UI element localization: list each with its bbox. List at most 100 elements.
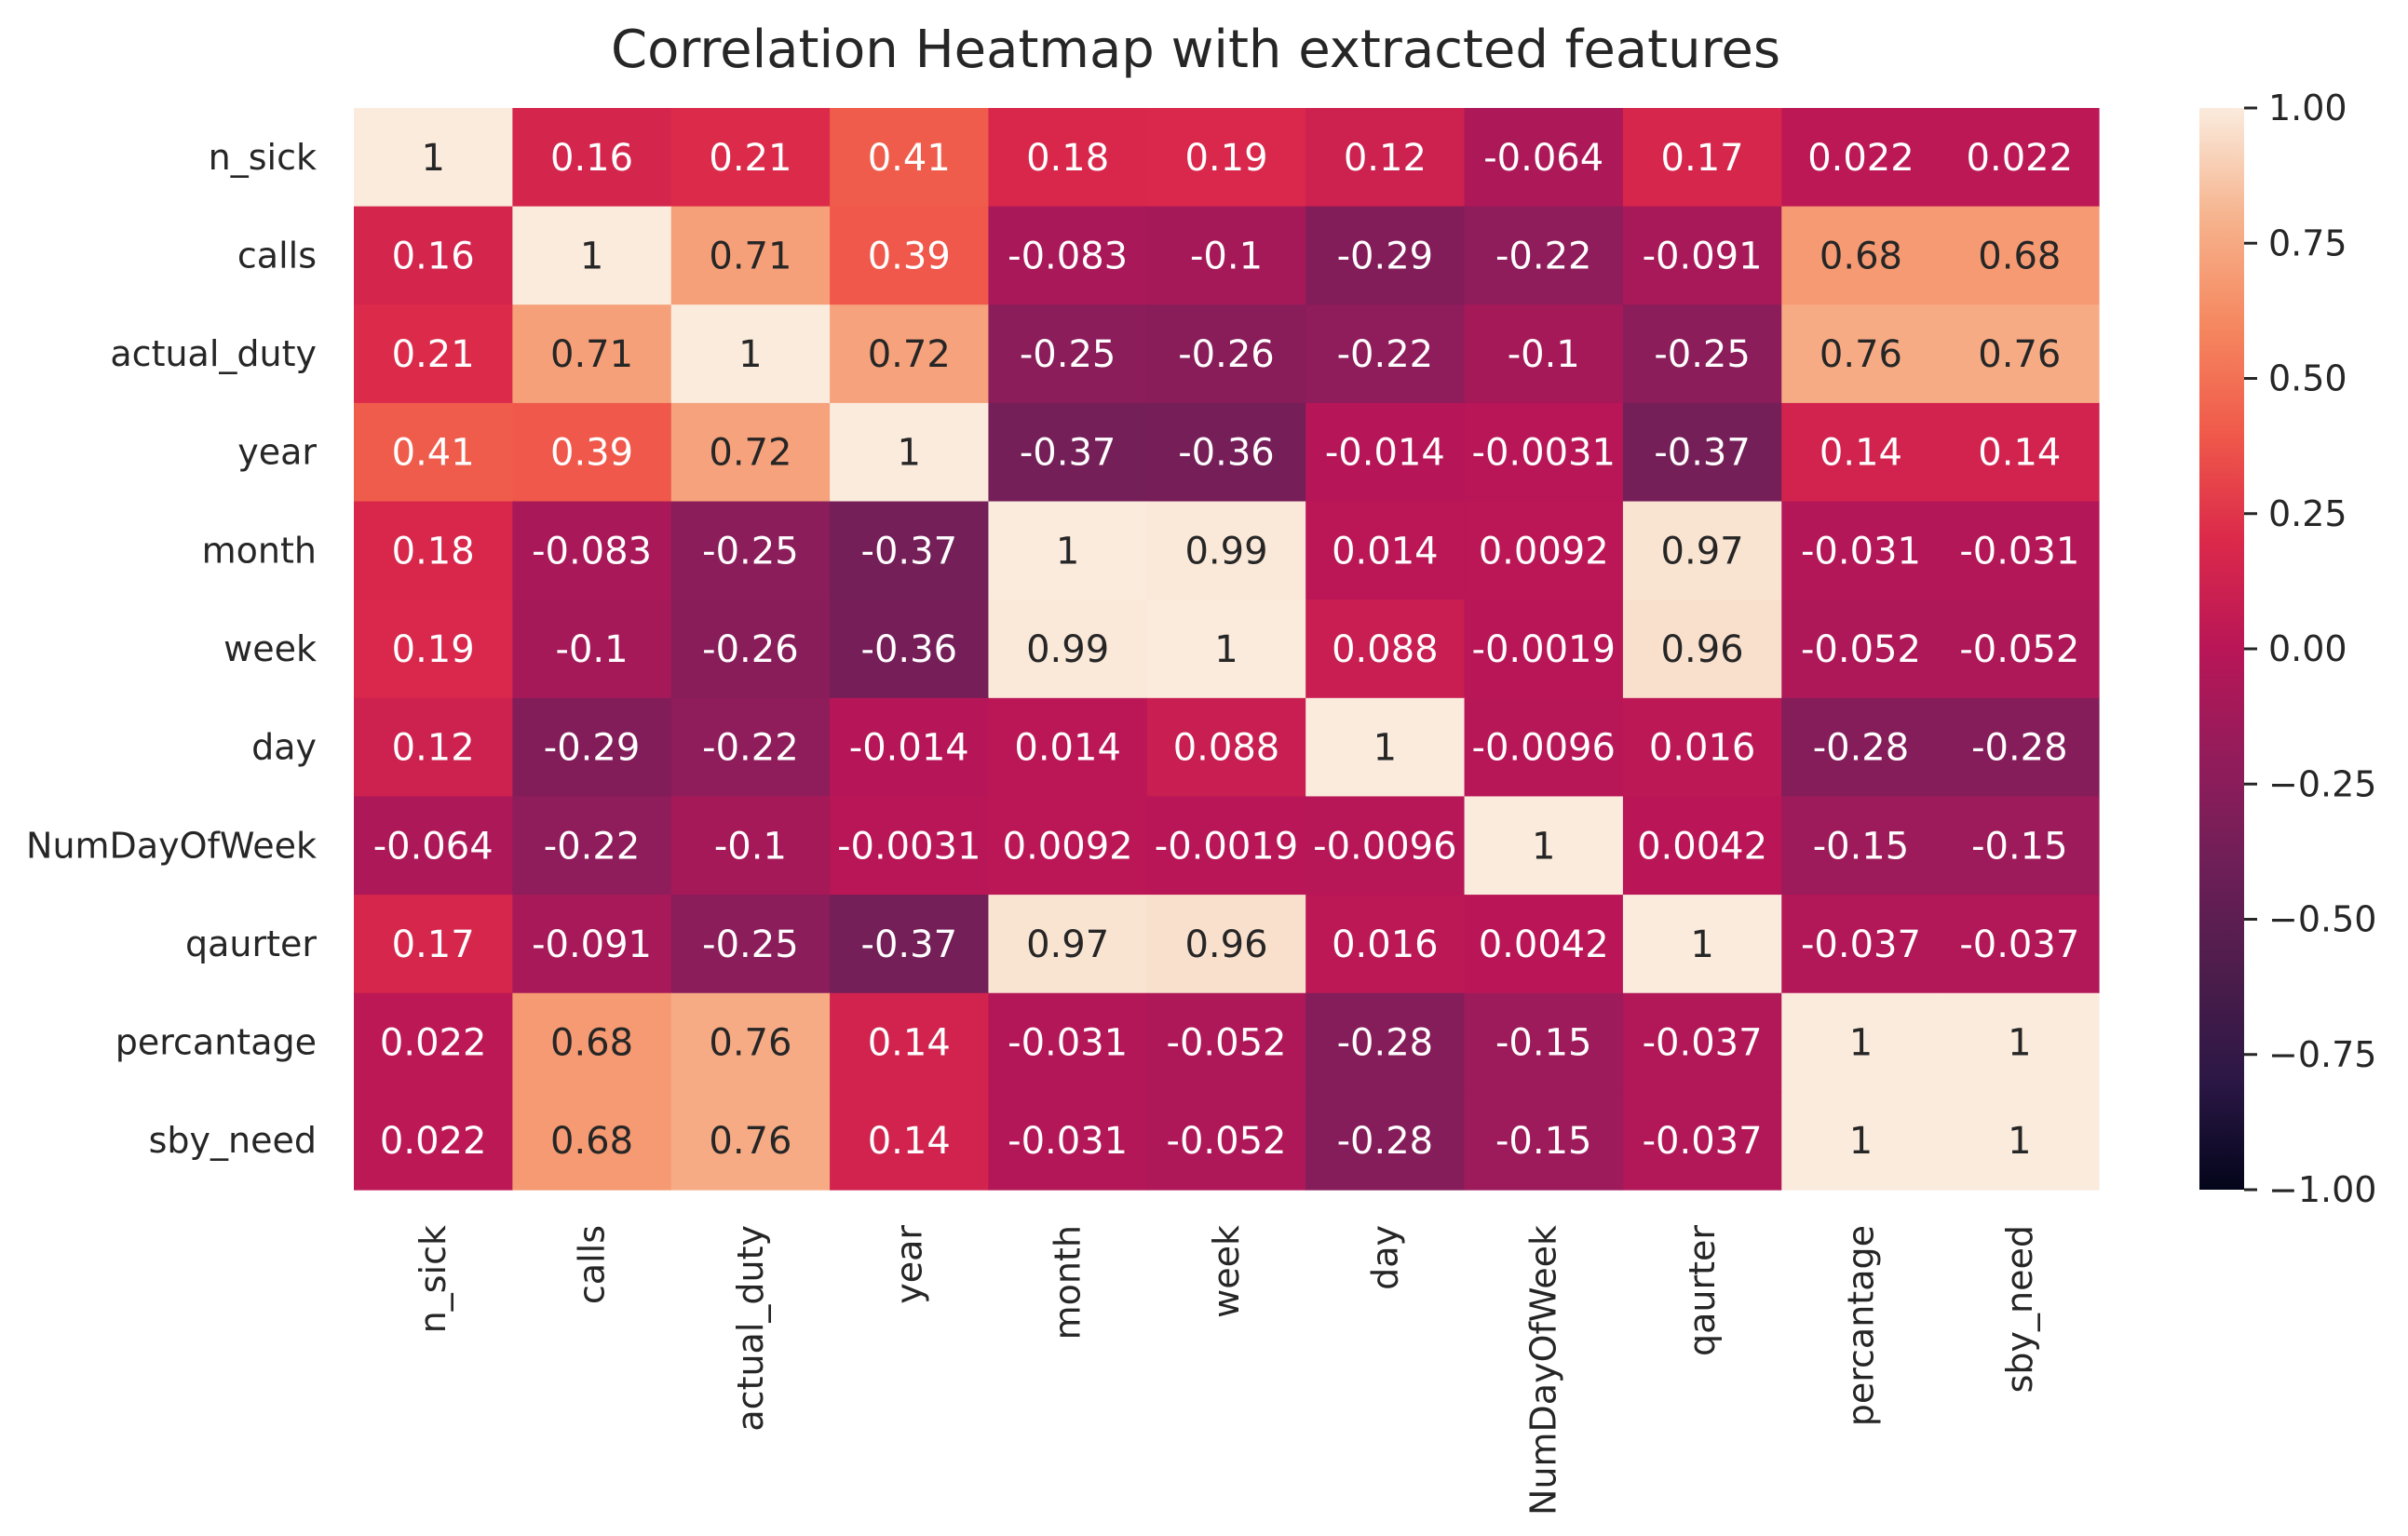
- heatmap-cell: [1464, 206, 1624, 305]
- cell-value-label: 0.97: [1661, 530, 1744, 573]
- cell-value-label: -0.0019: [1472, 628, 1616, 671]
- heatmap-cell: [1940, 600, 2100, 699]
- heatmap-cell: [1146, 304, 1306, 404]
- cell-value-label: 0.68: [550, 1022, 633, 1065]
- cell-value-label: 0.39: [550, 432, 633, 475]
- heatmap-cell: [830, 402, 990, 503]
- heatmap-cell: [1940, 402, 2100, 503]
- cell-value-label: -0.0031: [837, 825, 981, 868]
- cell-value-label: 1: [2008, 1120, 2031, 1163]
- cell-value-label: 1: [1532, 825, 1555, 868]
- cell-value-label: 0.76: [1978, 333, 2061, 376]
- cell-value-label: -0.037: [1801, 923, 1921, 966]
- heatmap-cell: [830, 895, 990, 994]
- heatmap-cell: [670, 108, 831, 208]
- heatmap-cell: [1464, 992, 1624, 1092]
- cell-value-label: 1: [898, 432, 921, 475]
- x-tick-label: year: [888, 1225, 929, 1304]
- cell-value-label: -0.28: [1971, 727, 2068, 770]
- heatmap-cell: [1146, 501, 1306, 600]
- cell-value-label: -0.1: [1508, 333, 1580, 376]
- cell-value-label: -0.28: [1337, 1022, 1434, 1065]
- cell-value-label: -0.15: [1495, 1120, 1592, 1163]
- cell-value-label: -0.15: [1495, 1022, 1592, 1065]
- cell-value-label: 0.14: [868, 1022, 951, 1065]
- heatmap-cell: [670, 895, 831, 994]
- heatmap-cell: [354, 1091, 513, 1191]
- cell-value-label: -0.0031: [1472, 432, 1616, 475]
- cell-value-label: 0.0042: [1479, 923, 1609, 966]
- cell-value-label: 0.96: [1184, 923, 1267, 966]
- cell-value-label: -0.091: [532, 923, 652, 966]
- heatmap-cell-labels: 1 0.16 0.21 0.41 0.18 0.19 0.12 -0.064 0.17 0.022…: [373, 137, 2080, 1163]
- cell-value-label: 0.21: [392, 333, 475, 376]
- cell-value-label: 0.16: [550, 137, 633, 180]
- heatmap-cell: [830, 1091, 990, 1191]
- heatmap-cell: [512, 600, 672, 699]
- heatmap-cell: [988, 796, 1148, 896]
- heatmap-cell: [1146, 108, 1306, 208]
- cell-value-label: 1: [1056, 530, 1079, 573]
- cell-value-label: -0.052: [1167, 1120, 1287, 1163]
- y-tick-label: NumDayOfWeek: [26, 825, 317, 866]
- heatmap-cell: [1940, 895, 2100, 994]
- cell-value-label: -0.28: [1337, 1120, 1434, 1163]
- cell-value-label: 0.022: [380, 1022, 487, 1065]
- heatmap-cell: [512, 108, 672, 208]
- heatmap-cell: [1622, 108, 1782, 208]
- colorbar-tick-label: −1.00: [2268, 1169, 2376, 1210]
- y-tick-label: day: [251, 727, 317, 768]
- x-tick-label: calls: [572, 1225, 613, 1304]
- cell-value-label: -0.0096: [1472, 727, 1616, 770]
- cell-value-label: -0.031: [1801, 530, 1921, 573]
- cell-value-label: -0.083: [532, 530, 652, 573]
- heatmap-cell: [1781, 895, 1941, 994]
- colorbar-tick-label: 1.00: [2268, 88, 2347, 128]
- heatmap-cell: [830, 600, 990, 699]
- heatmap-cell: [670, 697, 831, 798]
- heatmap-cell: [830, 206, 990, 305]
- heatmap-cell: [512, 1091, 672, 1191]
- heatmap-cell: [988, 600, 1148, 699]
- heatmap-cell: [354, 501, 513, 600]
- heatmap-cell: [1464, 600, 1624, 699]
- heatmap-cell: [354, 796, 513, 896]
- cell-value-label: 0.088: [1332, 628, 1439, 671]
- cell-value-label: 0.21: [709, 137, 791, 180]
- cell-value-label: 1: [1849, 1022, 1873, 1065]
- heatmap-cell: [512, 697, 672, 798]
- cell-value-label: 0.022: [1967, 137, 2074, 180]
- heatmap-cell: [1305, 304, 1466, 404]
- heatmap-cell: [988, 206, 1148, 305]
- cell-value-label: -0.0019: [1155, 825, 1298, 868]
- heatmap-cell: [1464, 697, 1624, 798]
- y-tick-label: month: [202, 530, 317, 571]
- cell-value-label: -0.052: [1801, 628, 1921, 671]
- cell-value-label: 0.17: [1661, 137, 1744, 180]
- heatmap-cell: [670, 402, 831, 503]
- heatmap-cell: [354, 697, 513, 798]
- cell-value-label: 0.76: [1820, 333, 1902, 376]
- cell-value-label: -0.22: [1495, 235, 1592, 277]
- heatmap-cell: [354, 895, 513, 994]
- cell-value-label: -0.091: [1643, 235, 1763, 277]
- heatmap-cell: [670, 206, 831, 305]
- cell-value-label: -0.29: [1337, 235, 1434, 277]
- cell-value-label: -0.1: [714, 825, 787, 868]
- x-tick-label: day: [1364, 1225, 1405, 1290]
- heatmap-cell: [354, 206, 513, 305]
- heatmap-cell: [830, 992, 990, 1092]
- heatmap-cell: [1146, 1091, 1306, 1191]
- heatmap-cell: [1622, 992, 1782, 1092]
- heatmap-cell: [830, 796, 990, 896]
- cell-value-label: 1: [421, 137, 444, 180]
- cell-value-label: -0.22: [544, 825, 641, 868]
- heatmap-cell: [1146, 697, 1306, 798]
- cell-value-label: 0.68: [550, 1120, 633, 1163]
- colorbar-tick-label: 0.75: [2268, 222, 2347, 263]
- heatmap-cell: [1622, 697, 1782, 798]
- cell-value-label: -0.0096: [1313, 825, 1456, 868]
- heatmap-cell: [1781, 1091, 1941, 1191]
- cell-value-label: -0.37: [1020, 432, 1116, 475]
- cell-value-label: 0.68: [1820, 235, 1902, 277]
